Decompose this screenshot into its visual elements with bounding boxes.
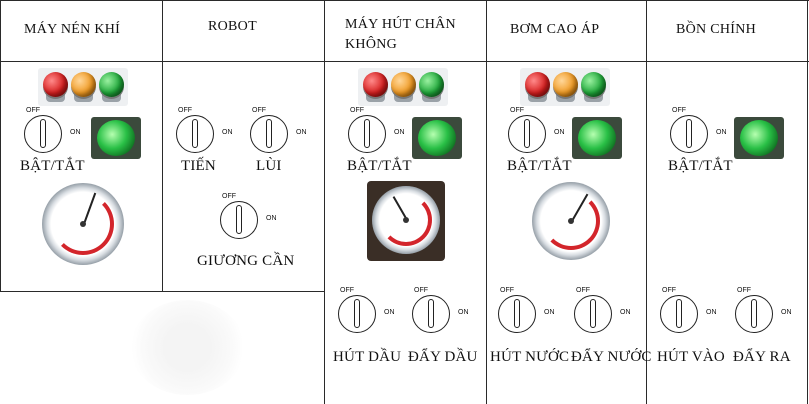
vacuum-push-oil-switch[interactable]: OFF ON xyxy=(412,287,472,337)
robot-boom-switch[interactable]: OFF ON xyxy=(220,193,280,243)
header-pump: BƠM CAO ÁP xyxy=(510,22,600,37)
robot-forward-switch[interactable]: OFF ON xyxy=(176,107,236,157)
compressor-power-switch[interactable]: OFF ON xyxy=(24,107,84,157)
grid-col2-divider xyxy=(324,0,325,404)
orange-lamp-icon xyxy=(391,72,416,97)
robot-boom-label: GIƯƠNG CẦN xyxy=(197,253,295,269)
tank-switch-label: BẬT/TẮT xyxy=(668,158,733,174)
indicator-lamps xyxy=(358,68,448,106)
vacuum-power-switch[interactable]: OFF ON xyxy=(348,107,408,157)
tank-push-out-switch[interactable]: OFF ON xyxy=(735,287,795,337)
vacuum-push-oil-label: ĐẨY DẦU xyxy=(408,349,478,365)
pump-switch-label: BẬT/TẮT xyxy=(507,158,572,174)
red-lamp-icon xyxy=(43,72,68,97)
robot-back-label: LÙI xyxy=(256,158,282,174)
pump-suck-water-label: HÚT NƯỚC xyxy=(490,349,570,365)
pump-suck-water-switch[interactable]: OFF ON xyxy=(498,287,558,337)
header-compressor: MÁY NÉN KHÍ xyxy=(24,22,121,37)
grid-col4-divider xyxy=(646,0,647,404)
green-indicator-icon xyxy=(572,117,622,159)
grid-left-border xyxy=(0,0,1,292)
tank-push-out-label: ĐẨY RA xyxy=(733,349,791,365)
vacuum-suck-oil-label: HÚT DẦU xyxy=(333,349,402,365)
green-indicator-icon xyxy=(412,117,462,159)
grid-right-border xyxy=(807,0,808,404)
tank-suck-in-switch[interactable]: OFF ON xyxy=(660,287,720,337)
indicator-lamps xyxy=(38,68,128,106)
pump-pressure-gauge-icon xyxy=(532,182,610,260)
header-vacuum-line2: KHÔNG xyxy=(345,37,398,52)
pump-power-switch[interactable]: OFF ON xyxy=(508,107,568,157)
vacuum-gauge-icon xyxy=(372,186,440,254)
vacuum-switch-label: BẬT/TẮT xyxy=(347,158,412,174)
grid-header-divider xyxy=(0,61,809,62)
green-lamp-icon xyxy=(581,72,606,97)
robot-back-switch[interactable]: OFF ON xyxy=(250,107,310,157)
tank-power-switch[interactable]: OFF ON xyxy=(670,107,730,157)
grid-top-border xyxy=(0,0,809,1)
header-vacuum-line1: MÁY HÚT CHÂN xyxy=(345,17,456,32)
compressor-switch-label: BẬT/TẮT xyxy=(20,158,85,174)
grid-col1-divider xyxy=(162,0,163,292)
orange-lamp-icon xyxy=(71,72,96,97)
green-indicator-icon xyxy=(734,117,784,159)
header-tank: BỒN CHÍNH xyxy=(676,22,757,37)
robot-forward-label: TIẾN xyxy=(181,158,216,174)
pump-push-water-label: ĐẨY NƯỚC xyxy=(571,349,652,365)
green-indicator-icon xyxy=(91,117,141,159)
header-robot: ROBOT xyxy=(208,19,257,34)
red-lamp-icon xyxy=(525,72,550,97)
vacuum-suck-oil-switch[interactable]: OFF ON xyxy=(338,287,398,337)
indicator-lamps xyxy=(520,68,610,106)
grid-col3-divider xyxy=(486,0,487,404)
pressure-gauge-icon xyxy=(42,183,124,265)
pump-push-water-switch[interactable]: OFF ON xyxy=(574,287,634,337)
green-lamp-icon xyxy=(419,72,444,97)
orange-lamp-icon xyxy=(553,72,578,97)
red-lamp-icon xyxy=(363,72,388,97)
blurred-image xyxy=(130,300,245,395)
tank-suck-in-label: HÚT VÀO xyxy=(657,349,725,365)
green-lamp-icon xyxy=(99,72,124,97)
